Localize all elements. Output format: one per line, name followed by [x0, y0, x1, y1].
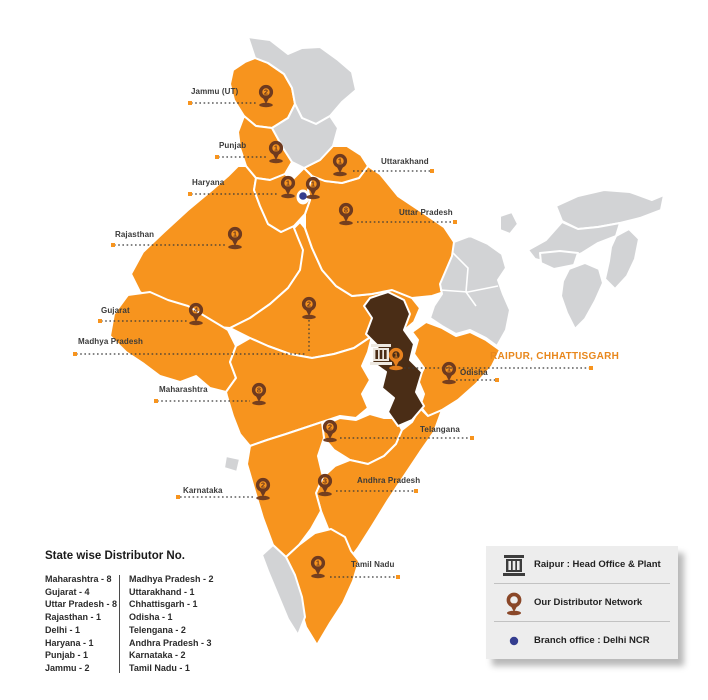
legend-label-branch-office: Branch office : Delhi NCR: [534, 635, 650, 646]
distributor-pin-andhra-pradesh: 3: [317, 473, 333, 497]
distributor-pin-karnataka: 2: [255, 477, 271, 501]
distributor-list-item: Andhra Pradesh - 3: [129, 637, 212, 648]
pin-count-odisha: 1: [447, 365, 451, 374]
legend-label-distributor: Our Distributor Network: [534, 597, 643, 608]
pin-count-tamil-nadu: 1: [316, 559, 320, 568]
pin-count-punjab: 1: [274, 144, 278, 153]
branch-office-dot-icon: [494, 635, 534, 647]
leader-square-tamil-nadu: [396, 575, 400, 579]
distributor-pin-haryana: 1: [280, 175, 296, 199]
distributor-pin-jammu: 2: [258, 84, 274, 108]
distributor-list-column-1: Maharashtra - 8 Gujarat - 4 Uttar Pradesh …: [45, 573, 119, 675]
distributor-pin-uttar-pradesh: 8: [338, 202, 354, 226]
legend-label-head-office: Raipur : Head Office & Plant: [534, 559, 661, 570]
legend-row-distributor: Our Distributor Network: [494, 583, 670, 621]
state-maharashtra: [225, 335, 373, 447]
distributor-pin-delhi: 1: [305, 176, 321, 200]
legend-row-head-office: Raipur : Head Office & Plant: [494, 546, 670, 583]
state-nagaland-manipur: [604, 228, 640, 290]
state-goa: [223, 455, 241, 473]
pin-count-rajasthan: 1: [233, 230, 237, 239]
leader-square-punjab: [215, 155, 219, 159]
map-legend: Raipur : Head Office & Plant Our Distrib…: [486, 546, 678, 659]
state-himachal-pradesh: [271, 103, 339, 169]
distributor-list-item: Rajasthan - 1: [45, 612, 102, 623]
distributor-list: State wise Distributor No. Maharashtra -…: [45, 550, 285, 675]
distributor-pin-tamil-nadu: 1: [310, 555, 326, 579]
distributor-list-item: Haryana - 1: [45, 637, 94, 648]
state-sikkim: [499, 211, 519, 235]
distributor-list-item: Odisha - 1: [129, 612, 173, 623]
leader-square-haryana: [188, 192, 192, 196]
distributor-list-item: Madhya Pradesh - 2: [129, 574, 214, 584]
pin-count-telangana: 2: [328, 423, 332, 432]
distributor-list-item: Jammu - 2: [45, 662, 90, 673]
leader-square-maharashtra: [154, 399, 158, 403]
distributor-pin-maharashtra: 8: [251, 382, 267, 406]
state-kerala: [261, 544, 306, 636]
pin-count-delhi: 1: [311, 180, 315, 189]
leader-square-telangana: [470, 436, 474, 440]
state-uttar-pradesh: [304, 165, 464, 299]
distributor-list-item: Uttar Pradesh - 8: [45, 599, 118, 610]
pin-count-chhattisgarh-raipur: 1: [394, 351, 398, 360]
distributor-list-item: Uttarakhand - 1: [129, 586, 195, 597]
pin-count-karnataka: 2: [261, 481, 265, 490]
pin-count-haryana: 1: [286, 179, 290, 188]
distributor-pin-uttarakhand: 1: [332, 153, 348, 177]
pin-count-jammu: 2: [264, 88, 268, 97]
leader-square-jammu: [188, 101, 192, 105]
state-ladakh: [247, 36, 357, 125]
leader-square-gujarat: [98, 319, 102, 323]
distributor-list-item: Chhattisgarh - 1: [129, 599, 198, 610]
branch-office-dot: [299, 192, 307, 200]
leader-square-raipur: [589, 366, 593, 370]
leader-square-uttar-pradesh: [453, 220, 457, 224]
state-arunachal-pradesh: [555, 189, 665, 230]
distributor-list-item: Karnataka - 2: [129, 650, 186, 661]
distributor-list-item: Delhi - 1: [45, 624, 81, 635]
leader-square-uttarakhand: [430, 169, 434, 173]
head-office-building-icon: [494, 553, 534, 577]
distributor-pin-rajasthan: 1: [227, 226, 243, 250]
leader-square-andhra-pradesh: [414, 489, 418, 493]
leader-square-odisha: [495, 378, 499, 382]
distributor-pin-odisha: 1: [441, 361, 457, 385]
leader-square-madhya-pradesh: [73, 352, 77, 356]
distributor-list-item: Maharashtra - 8: [45, 574, 112, 584]
distributor-pin-icon: [494, 590, 534, 616]
distributor-list-item: Punjab - 1: [45, 650, 89, 661]
state-meghalaya: [539, 250, 579, 270]
pin-count-maharashtra: 8: [257, 386, 261, 395]
distributor-pin-telangana: 2: [322, 419, 338, 443]
distributor-pin-punjab: 1: [268, 140, 284, 164]
distributor-list-item: Telengana - 2: [129, 624, 186, 635]
leader-square-karnataka: [176, 495, 180, 499]
pin-count-gujarat: 4: [194, 306, 199, 315]
pin-count-uttarakhand: 1: [338, 157, 342, 166]
distributor-list-column-2: Madhya Pradesh - 2 Uttarakhand - 1 Chhatti…: [129, 573, 285, 675]
distributor-list-item: Tamil Nadu - 1: [129, 662, 190, 673]
distributor-pin-chhattisgarh-raipur: 1: [388, 347, 404, 371]
distributor-list-item: Gujarat - 4: [45, 586, 90, 597]
pin-count-uttar-pradesh: 8: [344, 206, 348, 215]
leader-square-rajasthan: [111, 243, 115, 247]
pin-count-andhra-pradesh: 3: [323, 477, 327, 486]
state-mizoram-tripura: [560, 262, 604, 330]
list-divider: [119, 575, 120, 673]
distributor-pin-gujarat: 4: [188, 302, 204, 326]
head-office-building-icon-map: [370, 344, 392, 365]
distributor-list-title: State wise Distributor No.: [45, 550, 185, 562]
legend-row-branch-office: Branch office : Delhi NCR: [494, 621, 670, 659]
state-karnataka: [246, 421, 325, 558]
pin-count-madhya-pradesh: 2: [307, 300, 311, 309]
distributor-pin-madhya-pradesh: 2: [301, 296, 317, 320]
